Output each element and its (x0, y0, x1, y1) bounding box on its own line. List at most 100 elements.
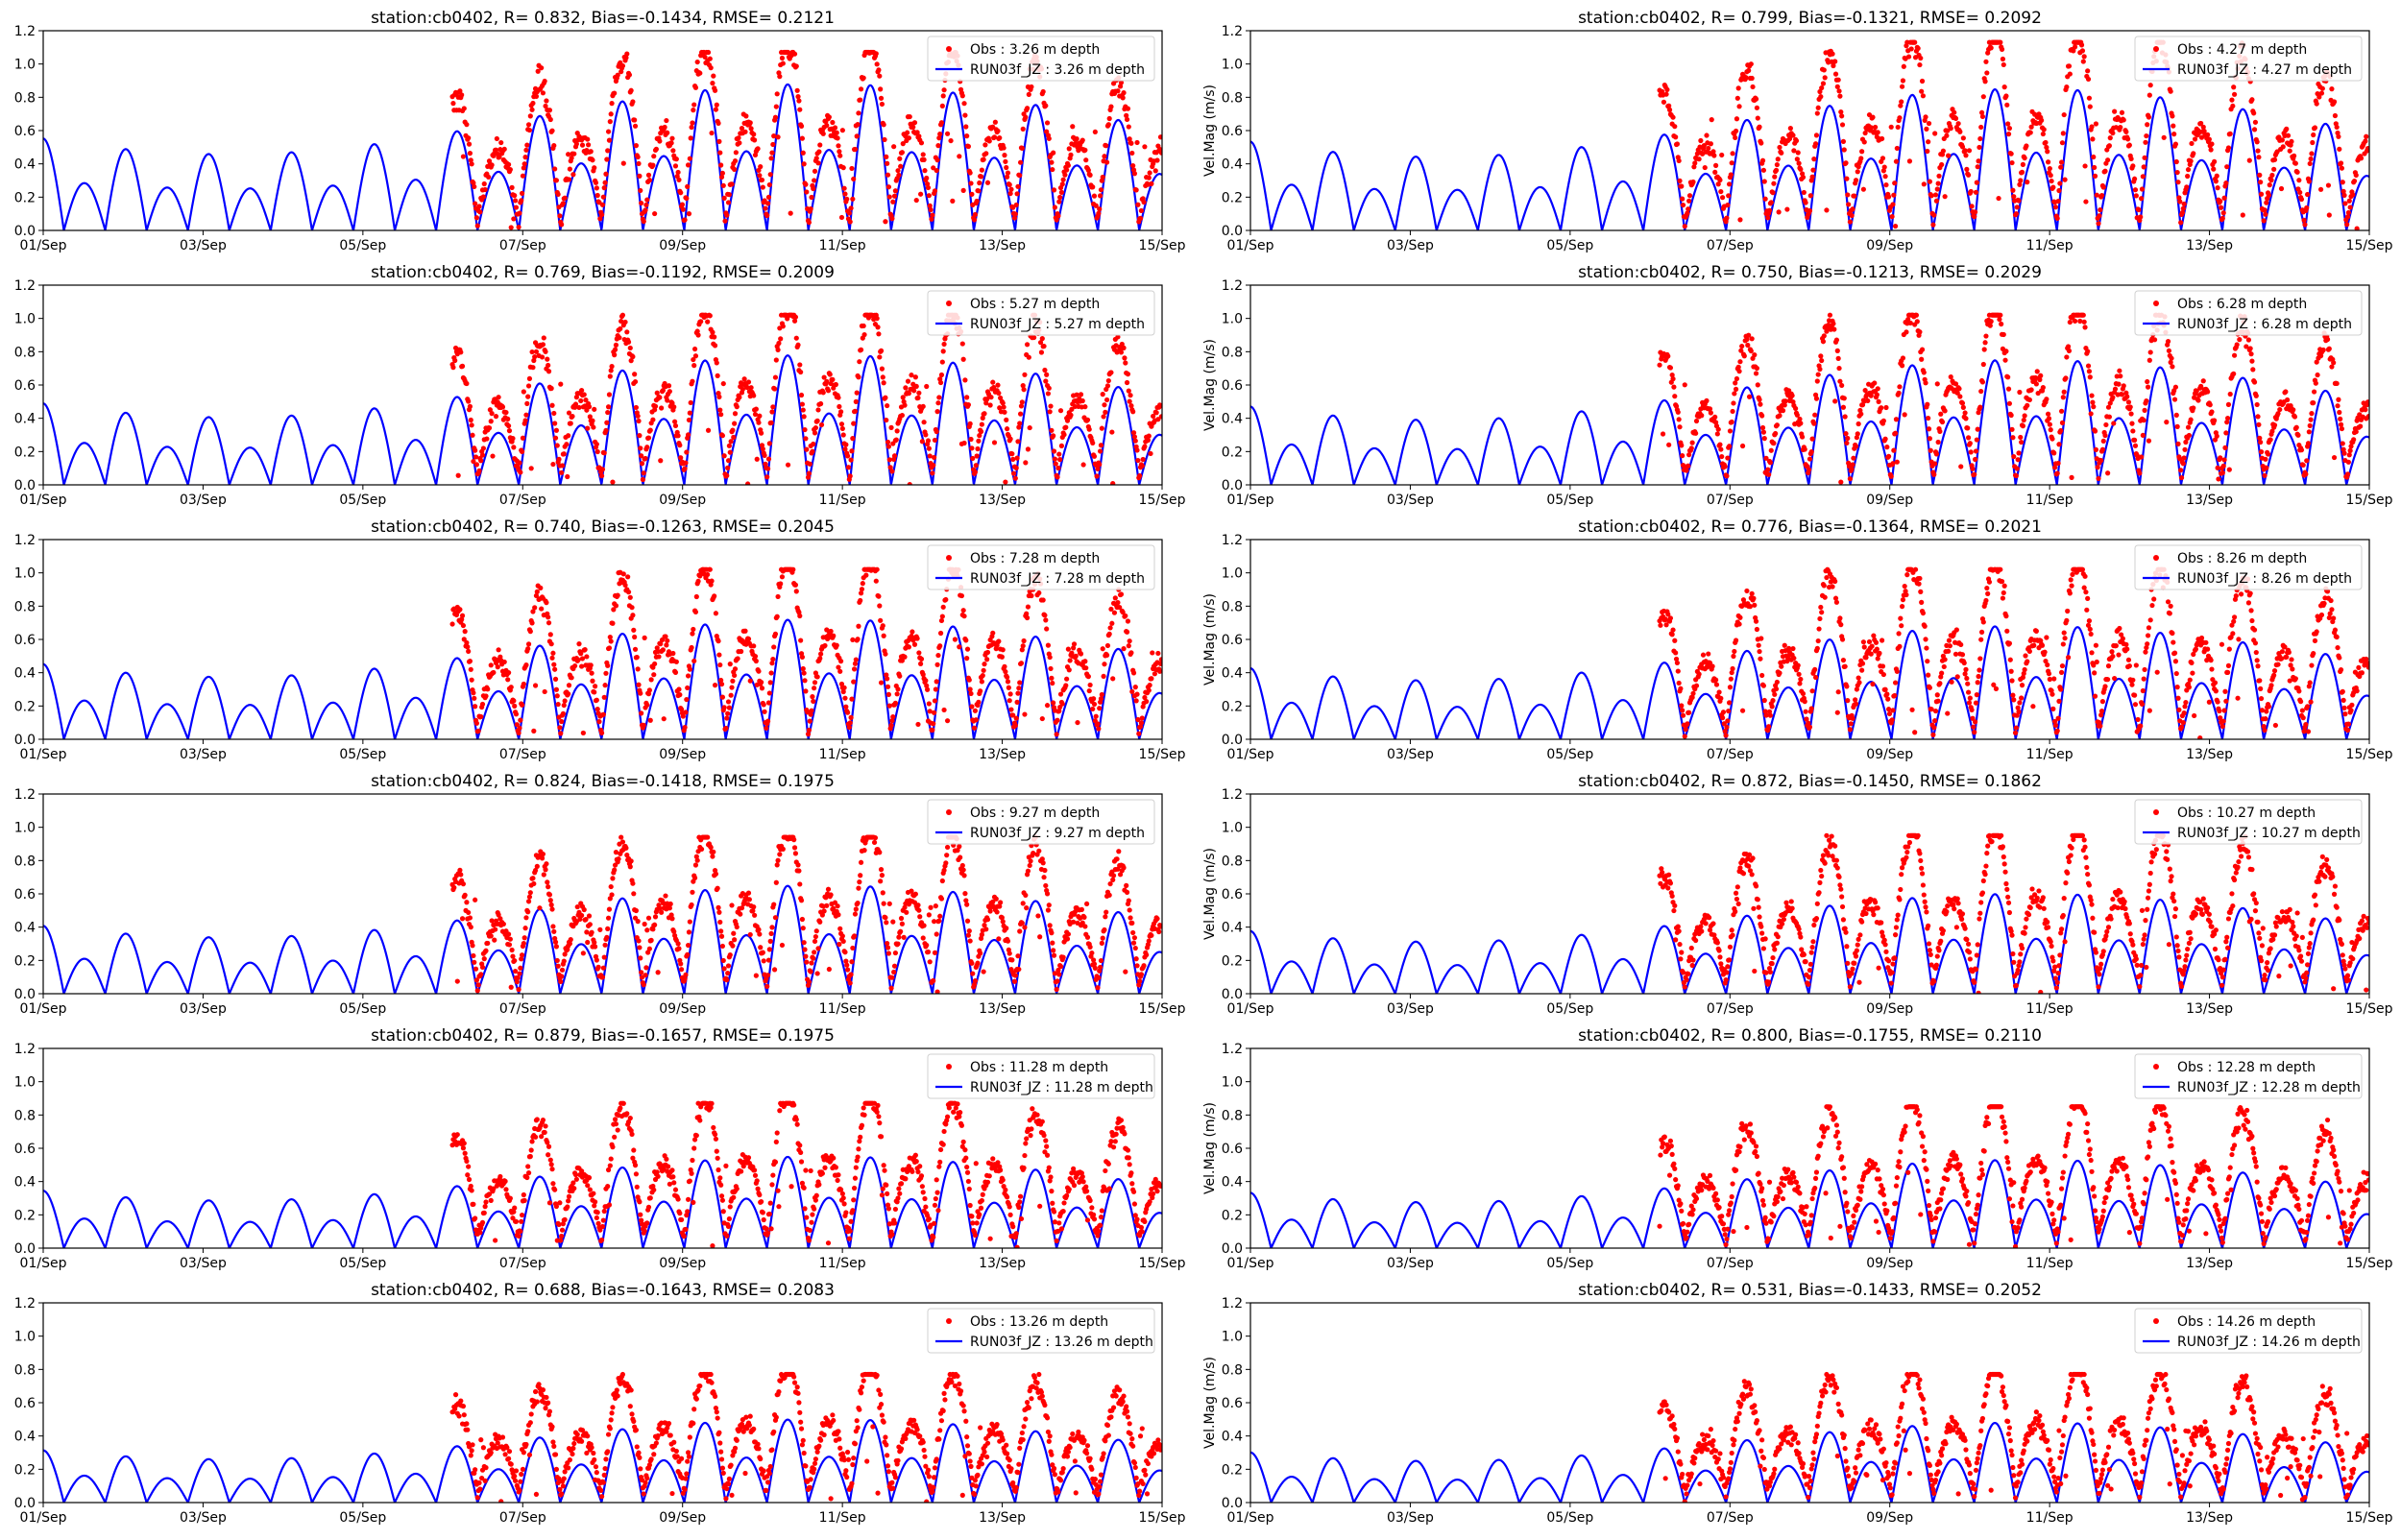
obs-point (2269, 173, 2274, 178)
obs-point (1771, 181, 1776, 186)
obs-point (1693, 431, 1698, 436)
obs-point (1040, 716, 1045, 721)
obs-point (2021, 162, 2025, 167)
obs-point (2116, 382, 2121, 387)
obs-point (2326, 182, 2331, 187)
obs-point (1002, 153, 1006, 157)
obs-point (483, 187, 488, 192)
obs-point (2173, 385, 2178, 390)
obs-point (895, 686, 900, 691)
obs-point (718, 412, 723, 417)
obs-point (535, 590, 540, 594)
obs-point (1736, 104, 1741, 108)
obs-point (624, 52, 629, 57)
obs-point (841, 432, 846, 437)
obs-point (1979, 630, 1984, 635)
y-tick-label: 1.2 (14, 278, 36, 294)
obs-point (1004, 418, 1008, 422)
obs-point (636, 683, 641, 687)
obs-point (802, 161, 807, 166)
obs-point (669, 140, 674, 145)
obs-point (486, 175, 491, 180)
obs-point (775, 594, 780, 599)
obs-point (1686, 199, 1691, 204)
obs-point (2085, 68, 2090, 73)
obs-point (732, 673, 737, 678)
obs-point (1832, 59, 1837, 63)
obs-point (509, 185, 514, 190)
obs-point (1974, 190, 1978, 195)
obs-point (749, 385, 754, 390)
model-series-line (1250, 360, 2369, 485)
obs-point (627, 72, 632, 77)
obs-point (2021, 423, 2025, 428)
obs-point (2058, 428, 2063, 433)
obs-point (969, 704, 974, 709)
obs-point (590, 671, 594, 676)
obs-point (1902, 64, 1906, 69)
obs-point (632, 117, 637, 122)
obs-point (687, 418, 691, 422)
obs-point (549, 656, 554, 661)
obs-point (1064, 677, 1069, 682)
obs-point (1661, 431, 1665, 436)
obs-point (764, 726, 768, 731)
obs-point (875, 567, 880, 572)
obs-point (2044, 635, 2049, 639)
obs-point (2095, 660, 2099, 664)
obs-point (1044, 373, 1049, 377)
obs-point (2291, 407, 2295, 412)
obs-point (2003, 93, 2008, 98)
obs-point (1921, 611, 1926, 615)
obs-point (1953, 116, 1958, 121)
obs-point (1050, 167, 1055, 172)
obs-point (595, 707, 600, 711)
obs-point (963, 124, 968, 129)
obs-point (923, 678, 928, 683)
obs-point (1811, 421, 1816, 426)
obs-point (2304, 205, 2309, 210)
obs-point (674, 660, 679, 664)
obs-point (2051, 676, 2056, 681)
obs-point (781, 324, 786, 328)
obs-point (1692, 160, 1697, 165)
obs-point (643, 203, 648, 207)
obs-point (2059, 409, 2064, 414)
obs-point (2310, 140, 2315, 145)
obs-point (781, 60, 786, 65)
obs-point (1936, 174, 1941, 179)
obs-point (1093, 130, 1098, 134)
obs-point (2086, 77, 2091, 82)
obs-point (988, 402, 993, 407)
obs-point (1863, 388, 1868, 393)
obs-point (985, 650, 990, 655)
obs-point (614, 343, 618, 348)
obs-point (2107, 143, 2112, 148)
obs-point (2049, 436, 2054, 441)
obs-point (2164, 420, 2169, 424)
obs-point (713, 88, 717, 93)
obs-point (766, 456, 771, 461)
obs-point (680, 202, 685, 206)
obs-point (1819, 358, 1824, 363)
obs-point (715, 121, 720, 126)
obs-point (1776, 156, 1781, 161)
obs-point (2120, 110, 2124, 115)
obs-point (2339, 160, 2343, 165)
obs-point (594, 185, 599, 190)
obs-point (565, 474, 570, 479)
obs-point (2313, 125, 2317, 130)
obs-point (2105, 470, 2110, 475)
obs-point (1836, 88, 1841, 93)
obs-point (555, 443, 560, 447)
obs-point (2128, 404, 2133, 409)
obs-point (1800, 434, 1805, 439)
obs-point (1846, 202, 1851, 206)
obs-point (934, 168, 939, 173)
obs-point (2094, 643, 2098, 648)
obs-point (1066, 163, 1071, 168)
obs-point (2147, 93, 2152, 98)
obs-point (1797, 417, 1802, 421)
obs-point (1718, 446, 1723, 451)
obs-point (795, 343, 800, 348)
